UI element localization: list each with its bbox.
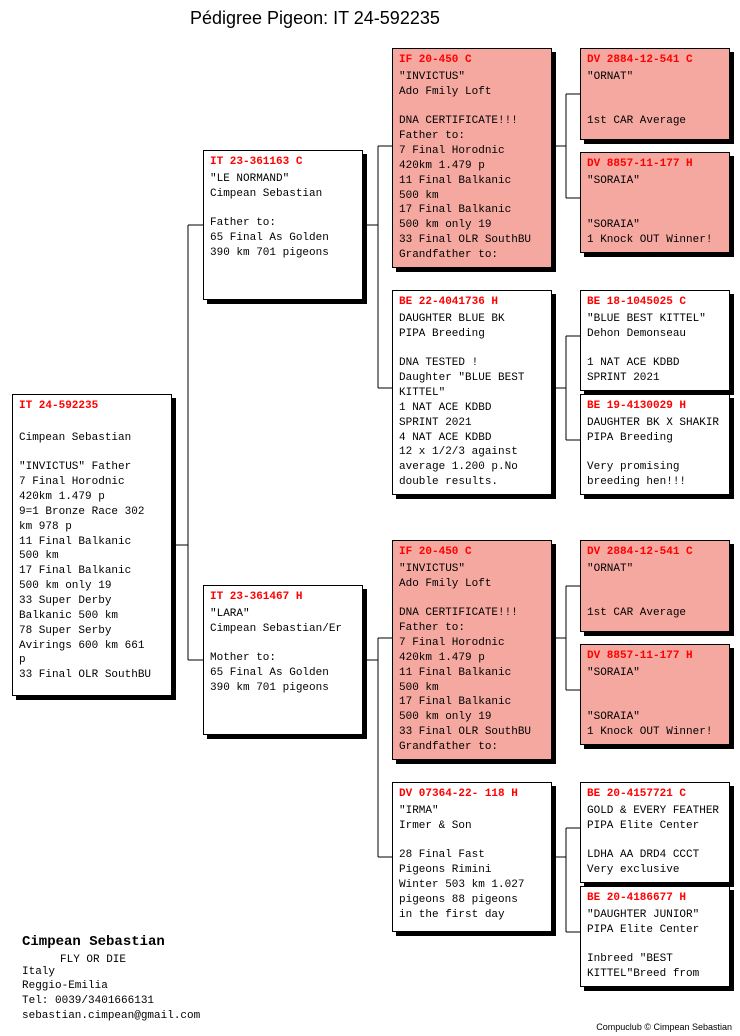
pedigree-ggp-sss: DV 2884-12-541 C "ORNAT" 1st CAR Average bbox=[580, 48, 730, 140]
pedigree-dam: IT 23-361467 H "LARA" Cimpean Sebastian/E… bbox=[203, 585, 363, 735]
pedigree-ggp-sds-ring: BE 18-1045025 C bbox=[587, 295, 723, 310]
pedigree-gp-dd-body: "IRMA" Irmer & Son 28 Final Fast Pigeons… bbox=[399, 804, 545, 923]
pedigree-ggp-ddd: BE 20-4186677 H "DAUGHTER JUNIOR" PIPA El… bbox=[580, 886, 730, 987]
pedigree-ggp-dds-body: GOLD & EVERY FEATHER PIPA Elite Center L… bbox=[587, 804, 723, 878]
pedigree-ggp-dsd-body: "SORAIA" "SORAIA" 1 Knock OUT Winner! bbox=[587, 666, 723, 740]
pedigree-gp-ss-ring: IF 20-450 C bbox=[399, 53, 545, 68]
pedigree-subject-ring: IT 24-592235 bbox=[19, 399, 165, 414]
pedigree-ggp-sds: BE 18-1045025 C "BLUE BEST KITTEL" Dehon … bbox=[580, 290, 730, 391]
pedigree-ggp-sds-body: "BLUE BEST KITTEL" Dehon Demonseau 1 NAT… bbox=[587, 312, 723, 386]
pedigree-ggp-sdd-ring: BE 19-4130029 H bbox=[587, 399, 723, 414]
page-title: Pédigree Pigeon: IT 24-592235 bbox=[190, 8, 440, 29]
pedigree-ggp-dsd: DV 8857-11-177 H "SORAIA" "SORAIA" 1 Knoc… bbox=[580, 644, 730, 745]
pedigree-gp-dd: DV 07364-22- 118 H "IRMA" Irmer & Son 28 … bbox=[392, 782, 552, 932]
pedigree-subject-body: Cimpean Sebastian "INVICTUS" Father 7 Fi… bbox=[19, 416, 165, 683]
pedigree-sire-body: "LE NORMAND" Cimpean Sebastian Father to… bbox=[210, 172, 356, 261]
pedigree-gp-sd-ring: BE 22-4041736 H bbox=[399, 295, 545, 310]
pedigree-sire-ring: IT 23-361163 C bbox=[210, 155, 356, 170]
pedigree-ggp-dss-ring: DV 2884-12-541 C bbox=[587, 545, 723, 560]
pedigree-ggp-ddd-body: "DAUGHTER JUNIOR" PIPA Elite Center Inbr… bbox=[587, 908, 723, 982]
pedigree-gp-ds: IF 20-450 C "INVICTUS" Ado Fmily Loft DNA… bbox=[392, 540, 552, 760]
pedigree-ggp-dds: BE 20-4157721 C GOLD & EVERY FEATHER PIPA… bbox=[580, 782, 730, 883]
pedigree-ggp-ssd-ring: DV 8857-11-177 H bbox=[587, 157, 723, 172]
pedigree-gp-sd-body: DAUGHTER BLUE BK PIPA Breeding DNA TESTE… bbox=[399, 312, 545, 490]
pedigree-ggp-ssd-body: "SORAIA" "SORAIA" 1 Knock OUT Winner! bbox=[587, 174, 723, 248]
pedigree-gp-sd: BE 22-4041736 H DAUGHTER BLUE BK PIPA Bre… bbox=[392, 290, 552, 495]
pedigree-gp-ss: IF 20-450 C "INVICTUS" Ado Fmily Loft DNA… bbox=[392, 48, 552, 268]
pedigree-sire: IT 23-361163 C "LE NORMAND" Cimpean Sebas… bbox=[203, 150, 363, 300]
pedigree-ggp-dds-ring: BE 20-4157721 C bbox=[587, 787, 723, 802]
pedigree-ggp-sss-body: "ORNAT" 1st CAR Average bbox=[587, 70, 723, 129]
copyright: Compuclub © Cimpean Sebastian bbox=[596, 1022, 732, 1032]
pedigree-ggp-ssd: DV 8857-11-177 H "SORAIA" "SORAIA" 1 Knoc… bbox=[580, 152, 730, 253]
pedigree-subject: IT 24-592235 Cimpean Sebastian "INVICTUS… bbox=[12, 394, 172, 696]
pedigree-dam-body: "LARA" Cimpean Sebastian/Er Mother to: 6… bbox=[210, 607, 356, 696]
pedigree-ggp-dss: DV 2884-12-541 C "ORNAT" 1st CAR Average bbox=[580, 540, 730, 632]
pedigree-ggp-ddd-ring: BE 20-4186677 H bbox=[587, 891, 723, 906]
pedigree-ggp-dsd-ring: DV 8857-11-177 H bbox=[587, 649, 723, 664]
owner-name: Cimpean Sebastian bbox=[22, 934, 165, 950]
pedigree-ggp-dss-body: "ORNAT" 1st CAR Average bbox=[587, 562, 723, 621]
pedigree-ggp-sdd-body: DAUGHTER BK X SHAKIR PIPA Breeding Very … bbox=[587, 416, 723, 490]
pedigree-ggp-sss-ring: DV 2884-12-541 C bbox=[587, 53, 723, 68]
pedigree-gp-ss-body: "INVICTUS" Ado Fmily Loft DNA CERTIFICAT… bbox=[399, 70, 545, 263]
owner-address: Italy Reggio-Emilia Tel: 0039/3401666131… bbox=[22, 965, 200, 1024]
pedigree-gp-ds-body: "INVICTUS" Ado Fmily Loft DNA CERTIFICAT… bbox=[399, 562, 545, 755]
pedigree-gp-dd-ring: DV 07364-22- 118 H bbox=[399, 787, 545, 802]
pedigree-dam-ring: IT 23-361467 H bbox=[210, 590, 356, 605]
pedigree-gp-ds-ring: IF 20-450 C bbox=[399, 545, 545, 560]
pedigree-ggp-sdd: BE 19-4130029 H DAUGHTER BK X SHAKIR PIPA… bbox=[580, 394, 730, 495]
